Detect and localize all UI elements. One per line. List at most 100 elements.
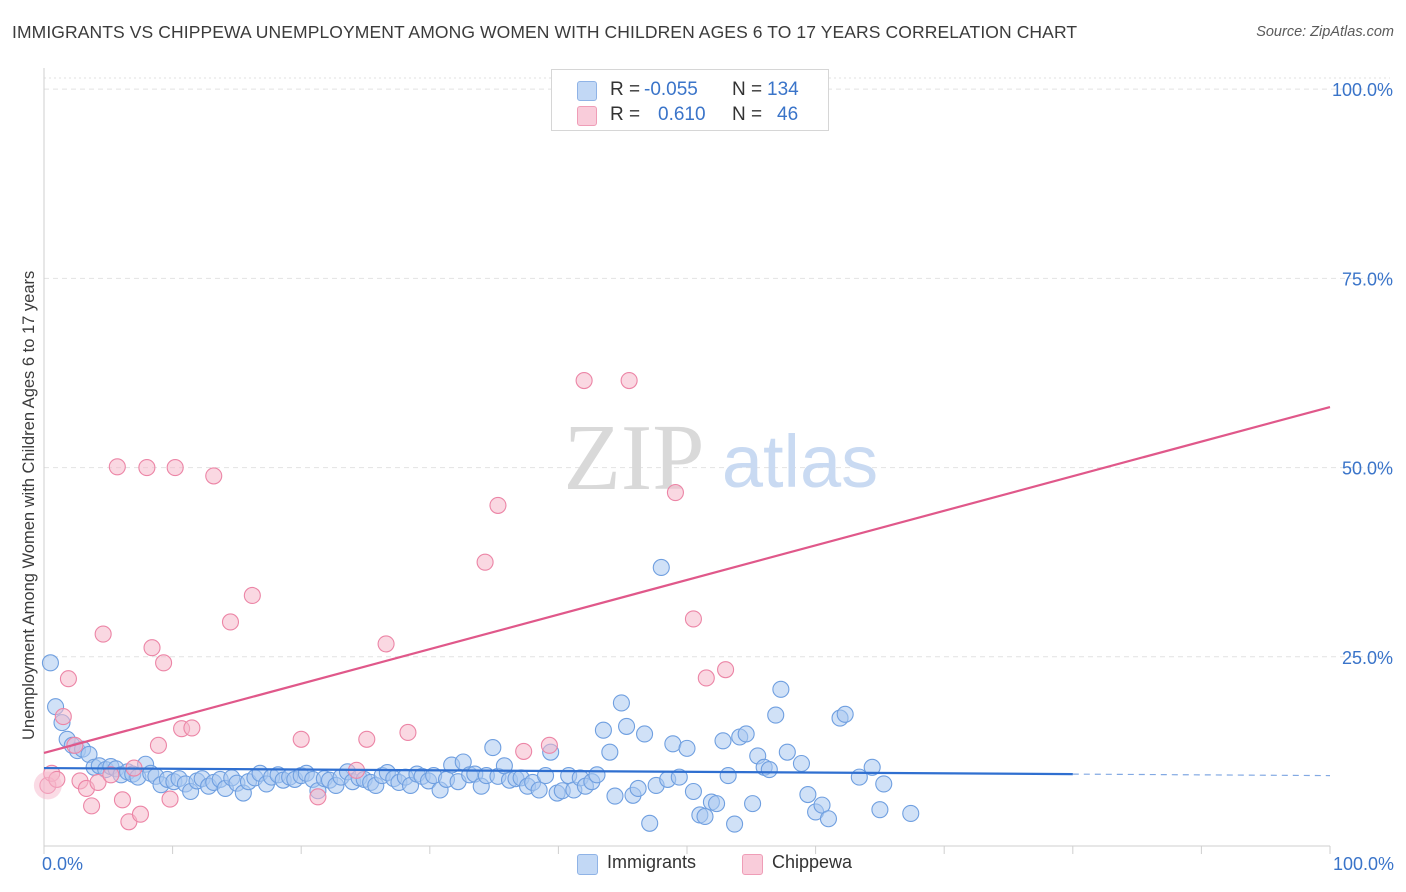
legend-n-label: N = xyxy=(732,104,763,125)
gridlines xyxy=(44,77,1390,658)
point-immigrants xyxy=(618,717,636,735)
point-chippewa xyxy=(697,669,715,687)
point-chippewa xyxy=(399,723,417,742)
x-tick-label: 100.0% xyxy=(1333,854,1394,874)
point-immigrants xyxy=(792,754,811,773)
trend-line-immigrants xyxy=(43,766,1073,776)
trend-line-chippewa xyxy=(43,405,1331,754)
point-immigrants xyxy=(601,743,619,761)
point-chippewa xyxy=(59,670,77,688)
point-chippewa xyxy=(575,371,593,390)
point-immigrants xyxy=(484,739,502,757)
y-axis-label: Unemployment Among Women with Children A… xyxy=(20,270,38,740)
point-chippewa xyxy=(161,790,179,808)
point-immigrants xyxy=(778,743,796,761)
point-immigrants xyxy=(726,815,744,833)
point-immigrants xyxy=(530,781,548,799)
point-chippewa xyxy=(476,553,494,571)
legend-swatch-chippewa xyxy=(577,106,597,126)
point-immigrants xyxy=(606,787,624,805)
point-chippewa xyxy=(131,805,149,823)
point-chippewa xyxy=(540,736,558,754)
point-immigrants xyxy=(612,694,630,712)
point-chippewa xyxy=(684,610,702,628)
data-points xyxy=(33,80,920,833)
point-immigrants xyxy=(767,706,785,724)
point-immigrants xyxy=(772,680,790,698)
legend-n-value: 46 xyxy=(777,104,799,125)
point-immigrants xyxy=(863,758,881,776)
point-immigrants xyxy=(744,795,762,813)
chart-title: IMMIGRANTS VS CHIPPEWA UNEMPLOYMENT AMON… xyxy=(12,22,1078,42)
legend-r-label: R = xyxy=(610,79,641,100)
point-immigrants xyxy=(708,795,726,813)
point-immigrants xyxy=(652,558,670,577)
legend-label-chippewa: Chippewa xyxy=(772,852,853,872)
point-immigrants xyxy=(41,654,59,672)
legend-swatch-chippewa xyxy=(742,854,763,875)
point-immigrants xyxy=(799,785,817,804)
y-tick-label: 50.0% xyxy=(1342,459,1393,479)
point-immigrants xyxy=(696,807,714,826)
legend-row-immigrants: R = -0.055 N = 134 xyxy=(552,77,828,105)
point-chippewa xyxy=(89,773,107,791)
point-chippewa xyxy=(94,625,112,643)
legend-r-label: R = xyxy=(610,104,641,125)
point-chippewa xyxy=(138,459,156,477)
legend-r-value: 0.610 xyxy=(658,104,706,125)
point-immigrants xyxy=(678,739,696,757)
point-immigrants xyxy=(719,767,737,785)
y-tick-label: 75.0% xyxy=(1342,269,1393,289)
point-immigrants xyxy=(737,725,755,743)
point-chippewa xyxy=(54,708,72,726)
point-immigrants xyxy=(836,705,854,723)
point-immigrants xyxy=(714,732,732,750)
point-chippewa xyxy=(149,736,168,754)
point-chippewa xyxy=(143,639,161,657)
legend-row-chippewa: R = 0.610 N = 46 xyxy=(552,102,828,130)
legend-n-label: N = xyxy=(732,79,763,100)
point-immigrants xyxy=(760,761,778,779)
legend-r-value: -0.055 xyxy=(644,79,698,100)
point-immigrants xyxy=(819,810,838,828)
point-chippewa xyxy=(205,467,223,485)
legend-n-value: 134 xyxy=(767,79,799,100)
point-immigrants xyxy=(664,735,682,753)
point-immigrants xyxy=(594,721,612,739)
point-chippewa xyxy=(183,719,201,737)
point-chippewa xyxy=(113,791,131,809)
point-chippewa xyxy=(620,371,638,390)
trend-line-dashed-immigrants xyxy=(1072,773,1331,777)
point-immigrants xyxy=(871,801,889,819)
legend-swatch-immigrants xyxy=(577,81,597,101)
legend-swatch-immigrants xyxy=(577,854,598,875)
point-chippewa xyxy=(309,788,327,806)
point-chippewa-cluster xyxy=(33,771,62,800)
legend-label-immigrants: Immigrants xyxy=(607,852,697,872)
point-chippewa xyxy=(108,458,126,476)
trend-lines xyxy=(43,405,1331,777)
point-immigrants xyxy=(636,725,654,743)
point-chippewa xyxy=(155,654,173,672)
point-chippewa xyxy=(166,459,184,477)
axes xyxy=(43,68,1331,854)
x-tick-label: 0.0% xyxy=(42,854,83,874)
point-chippewa xyxy=(377,635,395,653)
point-chippewa xyxy=(489,496,507,514)
point-immigrants xyxy=(670,768,688,786)
source-credit: Source: ZipAtlas.com xyxy=(1256,24,1394,40)
point-chippewa xyxy=(243,586,261,605)
point-immigrants xyxy=(684,782,702,801)
tick-labels: 25.0% 50.0% 75.0% 100.0% 0.0% 100.0% xyxy=(42,80,1394,874)
point-immigrants xyxy=(875,775,893,793)
point-chippewa xyxy=(83,797,101,815)
point-chippewa xyxy=(717,661,735,679)
point-chippewa xyxy=(221,613,240,631)
point-immigrants xyxy=(641,814,659,832)
point-chippewa xyxy=(358,730,376,748)
point-chippewa xyxy=(102,766,120,784)
y-tick-label: 100.0% xyxy=(1332,80,1393,100)
point-chippewa xyxy=(292,730,310,748)
y-tick-label: 25.0% xyxy=(1342,648,1393,668)
